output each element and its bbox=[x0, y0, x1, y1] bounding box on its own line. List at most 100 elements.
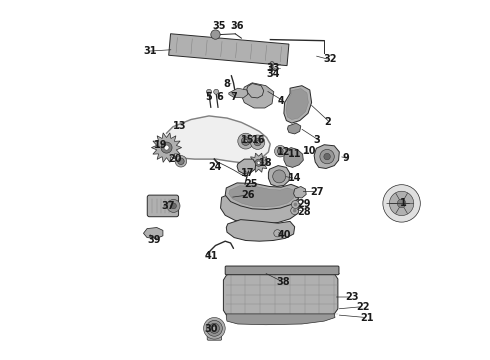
Polygon shape bbox=[169, 34, 289, 66]
Circle shape bbox=[293, 209, 296, 212]
Text: 14: 14 bbox=[288, 173, 302, 183]
Polygon shape bbox=[229, 88, 248, 98]
Text: 23: 23 bbox=[345, 292, 359, 302]
FancyBboxPatch shape bbox=[147, 195, 178, 217]
Polygon shape bbox=[286, 89, 308, 120]
Circle shape bbox=[238, 133, 254, 149]
Circle shape bbox=[212, 326, 217, 330]
Text: 25: 25 bbox=[245, 179, 258, 189]
Text: 38: 38 bbox=[277, 276, 290, 287]
Text: 6: 6 bbox=[216, 92, 223, 102]
Text: 32: 32 bbox=[323, 54, 337, 64]
Circle shape bbox=[171, 203, 176, 209]
Circle shape bbox=[257, 161, 260, 164]
Circle shape bbox=[206, 89, 212, 94]
Circle shape bbox=[397, 199, 406, 208]
Text: 41: 41 bbox=[205, 251, 218, 261]
Text: 37: 37 bbox=[162, 201, 175, 211]
Polygon shape bbox=[144, 228, 163, 238]
Text: 2: 2 bbox=[324, 117, 331, 127]
Circle shape bbox=[167, 199, 180, 212]
Circle shape bbox=[277, 148, 283, 154]
Text: 36: 36 bbox=[230, 21, 244, 31]
Circle shape bbox=[292, 201, 299, 208]
Text: 31: 31 bbox=[144, 46, 157, 56]
Circle shape bbox=[270, 62, 274, 66]
Polygon shape bbox=[229, 186, 294, 207]
Text: 15: 15 bbox=[241, 135, 254, 145]
Text: 35: 35 bbox=[212, 21, 225, 31]
Circle shape bbox=[178, 158, 184, 165]
Polygon shape bbox=[242, 83, 274, 108]
Text: 7: 7 bbox=[231, 92, 237, 102]
Text: 11: 11 bbox=[288, 149, 302, 159]
Circle shape bbox=[274, 145, 286, 157]
Polygon shape bbox=[284, 86, 312, 123]
Text: 8: 8 bbox=[223, 78, 230, 89]
Text: 13: 13 bbox=[173, 121, 187, 131]
Polygon shape bbox=[288, 123, 301, 134]
Circle shape bbox=[175, 156, 187, 167]
FancyBboxPatch shape bbox=[207, 322, 221, 340]
Text: 34: 34 bbox=[267, 69, 280, 79]
Text: 24: 24 bbox=[208, 162, 222, 172]
Circle shape bbox=[206, 320, 222, 336]
Polygon shape bbox=[248, 153, 269, 172]
Polygon shape bbox=[167, 116, 270, 163]
Circle shape bbox=[320, 149, 334, 164]
Circle shape bbox=[383, 185, 420, 222]
Polygon shape bbox=[247, 84, 264, 98]
Polygon shape bbox=[226, 220, 294, 241]
Polygon shape bbox=[226, 314, 335, 325]
Text: 20: 20 bbox=[169, 154, 182, 164]
Text: 29: 29 bbox=[297, 199, 311, 210]
Circle shape bbox=[324, 153, 330, 160]
Text: 17: 17 bbox=[242, 168, 255, 178]
Circle shape bbox=[250, 135, 265, 149]
Circle shape bbox=[161, 142, 172, 153]
Circle shape bbox=[270, 66, 274, 71]
Text: 19: 19 bbox=[154, 140, 168, 150]
Circle shape bbox=[291, 207, 298, 215]
Text: 22: 22 bbox=[356, 302, 369, 312]
Text: 16: 16 bbox=[252, 135, 266, 145]
Text: 40: 40 bbox=[277, 230, 291, 240]
Text: 4: 4 bbox=[277, 96, 284, 106]
Text: 28: 28 bbox=[297, 207, 311, 217]
Text: 10: 10 bbox=[303, 146, 316, 156]
Text: 5: 5 bbox=[205, 92, 212, 102]
Circle shape bbox=[214, 89, 219, 94]
Text: 3: 3 bbox=[314, 135, 320, 145]
Circle shape bbox=[209, 323, 220, 333]
Polygon shape bbox=[237, 159, 256, 174]
Circle shape bbox=[274, 230, 281, 237]
Circle shape bbox=[390, 191, 414, 216]
Circle shape bbox=[294, 203, 297, 206]
Polygon shape bbox=[314, 145, 339, 168]
Polygon shape bbox=[223, 271, 338, 320]
Polygon shape bbox=[284, 148, 303, 167]
Polygon shape bbox=[151, 133, 182, 162]
Text: 27: 27 bbox=[310, 186, 323, 197]
Circle shape bbox=[244, 139, 247, 143]
Circle shape bbox=[204, 318, 225, 339]
Text: 26: 26 bbox=[242, 190, 255, 200]
Circle shape bbox=[164, 145, 169, 150]
Text: 18: 18 bbox=[259, 158, 273, 168]
Polygon shape bbox=[225, 183, 298, 210]
Circle shape bbox=[211, 30, 220, 39]
Text: 30: 30 bbox=[205, 324, 218, 334]
Polygon shape bbox=[294, 186, 306, 198]
Polygon shape bbox=[269, 166, 290, 186]
Text: 39: 39 bbox=[147, 235, 161, 246]
Circle shape bbox=[273, 170, 286, 183]
Text: 1: 1 bbox=[399, 198, 406, 208]
Circle shape bbox=[255, 159, 262, 166]
Text: 12: 12 bbox=[277, 147, 291, 157]
Circle shape bbox=[256, 141, 259, 144]
Circle shape bbox=[242, 137, 250, 145]
Text: 9: 9 bbox=[342, 153, 349, 163]
Text: 33: 33 bbox=[267, 63, 280, 73]
Polygon shape bbox=[220, 192, 298, 224]
FancyBboxPatch shape bbox=[225, 266, 339, 275]
